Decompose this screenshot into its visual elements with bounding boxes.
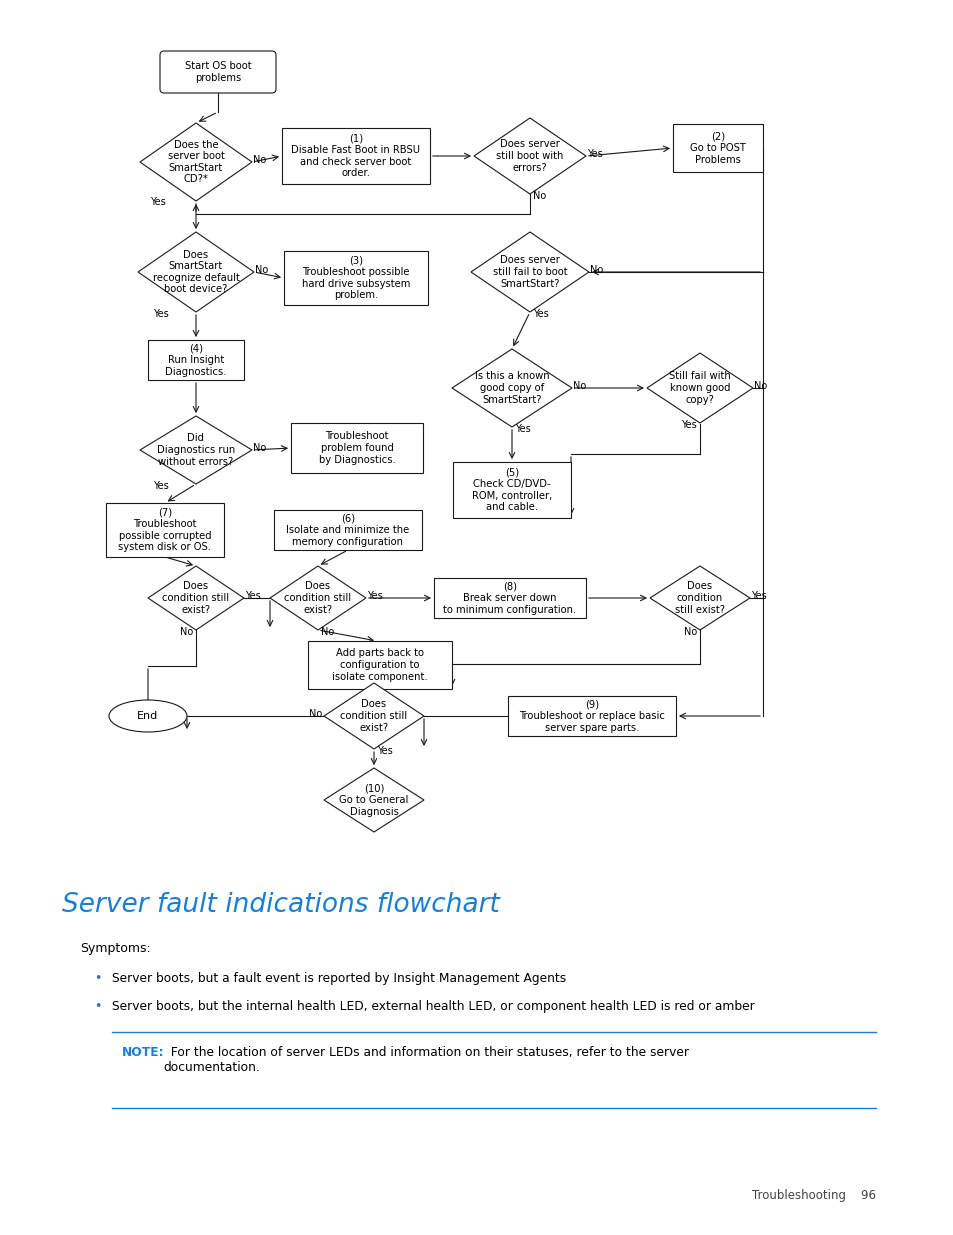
- Text: Yes: Yes: [515, 424, 530, 433]
- Text: (9)
Troubleshoot or replace basic
server spare parts.: (9) Troubleshoot or replace basic server…: [518, 699, 664, 732]
- Text: Yes: Yes: [533, 309, 548, 319]
- Text: Does
condition still
exist?: Does condition still exist?: [284, 582, 352, 615]
- Text: Yes: Yes: [586, 149, 602, 159]
- Text: Does server
still boot with
errors?: Does server still boot with errors?: [496, 140, 563, 173]
- Text: Did
Diagnostics run
without errors?: Did Diagnostics run without errors?: [156, 433, 234, 467]
- Bar: [434, 578, 585, 618]
- Text: No: No: [253, 443, 266, 453]
- Polygon shape: [452, 350, 572, 427]
- Bar: [282, 128, 430, 184]
- Text: Yes: Yes: [152, 309, 169, 319]
- Bar: [284, 251, 428, 305]
- Text: Does
condition
still exist?: Does condition still exist?: [675, 582, 724, 615]
- Polygon shape: [646, 353, 752, 424]
- Bar: [148, 340, 244, 380]
- Text: (7)
Troubleshoot
possible corrupted
system disk or OS.: (7) Troubleshoot possible corrupted syst…: [118, 508, 212, 552]
- Bar: [106, 503, 224, 557]
- Text: Add parts back to
configuration to
isolate component.: Add parts back to configuration to isola…: [332, 648, 427, 682]
- Text: No: No: [309, 709, 322, 719]
- Text: Server boots, but the internal health LED, external health LED, or component hea: Server boots, but the internal health LE…: [112, 1000, 754, 1013]
- Polygon shape: [270, 566, 366, 630]
- Polygon shape: [140, 124, 252, 201]
- Text: NOTE:: NOTE:: [122, 1046, 165, 1058]
- Text: No: No: [683, 627, 697, 637]
- Text: (8)
Break server down
to minimum configuration.: (8) Break server down to minimum configu…: [443, 582, 576, 615]
- FancyBboxPatch shape: [160, 51, 275, 93]
- Text: Does
condition still
exist?: Does condition still exist?: [162, 582, 230, 615]
- Polygon shape: [148, 566, 244, 630]
- Text: Symptoms:: Symptoms:: [80, 942, 151, 955]
- Text: Yes: Yes: [245, 592, 260, 601]
- Text: Does server
still fail to boot
SmartStart?: Does server still fail to boot SmartStar…: [492, 256, 567, 289]
- Text: Troubleshoot
problem found
by Diagnostics.: Troubleshoot problem found by Diagnostic…: [318, 431, 395, 464]
- Text: No: No: [573, 382, 586, 391]
- Bar: [291, 424, 422, 473]
- Text: Is this a known
good copy of
SmartStart?: Is this a known good copy of SmartStart?: [475, 372, 549, 405]
- Text: No: No: [179, 627, 193, 637]
- Text: •: •: [94, 972, 102, 986]
- Polygon shape: [138, 232, 253, 312]
- Polygon shape: [471, 232, 588, 312]
- Text: (6)
Isolate and minimize the
memory configuration: (6) Isolate and minimize the memory conf…: [286, 514, 409, 547]
- Polygon shape: [649, 566, 749, 630]
- Text: Yes: Yes: [750, 592, 766, 601]
- Text: Yes: Yes: [367, 592, 382, 601]
- Text: No: No: [253, 156, 266, 165]
- Text: No: No: [533, 191, 546, 201]
- Text: No: No: [320, 627, 334, 637]
- Text: (2)
Go to POST
Problems: (2) Go to POST Problems: [689, 131, 745, 164]
- Text: (4)
Run Insight
Diagnostics.: (4) Run Insight Diagnostics.: [165, 343, 227, 377]
- Polygon shape: [324, 768, 423, 832]
- Bar: [507, 697, 676, 736]
- Bar: [308, 641, 452, 689]
- Text: Does
SmartStart
recognize default
boot device?: Does SmartStart recognize default boot d…: [152, 249, 239, 294]
- Text: Does the
server boot
SmartStart
CD?*: Does the server boot SmartStart CD?*: [168, 140, 224, 184]
- Polygon shape: [140, 416, 252, 484]
- Ellipse shape: [109, 700, 187, 732]
- Text: Still fail with
known good
copy?: Still fail with known good copy?: [668, 372, 730, 405]
- Text: For the location of server LEDs and information on their statuses, refer to the : For the location of server LEDs and info…: [163, 1046, 688, 1074]
- Text: Start OS boot
problems: Start OS boot problems: [185, 62, 251, 83]
- Text: (1)
Disable Fast Boot in RBSU
and check server boot
order.: (1) Disable Fast Boot in RBSU and check …: [291, 133, 420, 178]
- Text: End: End: [137, 711, 158, 721]
- Polygon shape: [324, 683, 423, 748]
- Text: (3)
Troubleshoot possible
hard drive subsystem
problem.: (3) Troubleshoot possible hard drive sub…: [301, 256, 410, 300]
- Text: Server boots, but a fault event is reported by Insight Management Agents: Server boots, but a fault event is repor…: [112, 972, 566, 986]
- Text: No: No: [589, 266, 602, 275]
- Text: Troubleshooting    96: Troubleshooting 96: [751, 1189, 875, 1203]
- Text: Yes: Yes: [152, 480, 169, 492]
- Text: Server fault indications flowchart: Server fault indications flowchart: [62, 892, 499, 918]
- Text: (10)
Go to General
Diagnosis: (10) Go to General Diagnosis: [339, 783, 408, 816]
- Text: No: No: [254, 266, 268, 275]
- Bar: [672, 124, 762, 172]
- Text: No: No: [753, 382, 766, 391]
- Bar: [274, 510, 421, 550]
- Text: Does
condition still
exist?: Does condition still exist?: [340, 699, 407, 732]
- Text: Yes: Yes: [680, 420, 697, 430]
- Bar: [453, 462, 571, 517]
- Text: •: •: [94, 1000, 102, 1013]
- Text: (5)
Check CD/DVD-
ROM, controller,
and cable.: (5) Check CD/DVD- ROM, controller, and c…: [472, 468, 552, 513]
- Text: Yes: Yes: [376, 746, 393, 756]
- Polygon shape: [474, 119, 585, 194]
- Text: Yes: Yes: [150, 198, 166, 207]
